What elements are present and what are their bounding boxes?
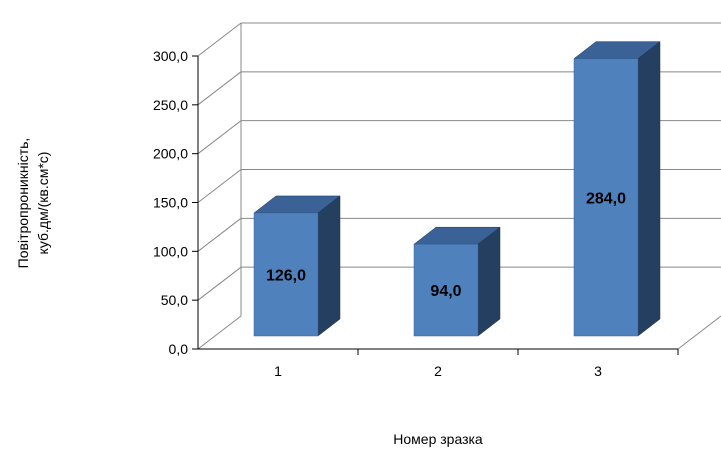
y-tick-label: 300,0 — [153, 48, 188, 64]
bar-side-face — [477, 226, 501, 337]
floor-right-edge — [677, 315, 721, 350]
y-tick-label: 50,0 — [161, 292, 188, 308]
bar-front-face — [253, 212, 319, 337]
y-tick-label: 0,0 — [169, 341, 189, 357]
gridline-side-300 — [197, 22, 242, 57]
x-tick-label: 3 — [594, 363, 602, 379]
gridline-side-150 — [197, 169, 242, 203]
y-tick-label: 150,0 — [153, 195, 188, 211]
y-tick-label: 200,0 — [153, 146, 188, 162]
gridline-side-250 — [197, 71, 242, 106]
bar-layer — [253, 41, 661, 337]
gridline-side-200 — [197, 120, 242, 155]
bar-front-face — [573, 58, 639, 337]
data-label: 284,0 — [586, 190, 626, 207]
axis-layer: 0,0 50,0 100,0 150,0 200,0 250,0 300,0 1 2 3 — [153, 48, 679, 379]
gridline-side-100 — [197, 217, 242, 252]
bar-3 — [573, 41, 661, 337]
bar-1 — [253, 195, 341, 337]
y-axis-title-line-2: куб.дм/(кв.см*с) — [35, 152, 51, 255]
bar-side-face — [317, 195, 341, 337]
gridline-side-50 — [197, 266, 242, 301]
label-layer: 126,0 94,0 284,0 — [266, 190, 626, 300]
x-tick-label: 2 — [434, 363, 442, 379]
y-axis-title-line-1: Повітропроникність, — [15, 138, 31, 269]
y-tick-label: 100,0 — [153, 243, 188, 259]
data-label: 94,0 — [430, 283, 461, 300]
data-label: 126,0 — [266, 267, 306, 284]
y-tick-label: 250,0 — [153, 97, 188, 113]
x-axis-title: Номер зразка — [393, 431, 483, 447]
bar-side-face — [637, 41, 661, 337]
bar-front-face — [413, 243, 479, 337]
y-axis-title: Повітропроникність, куб.дм/(кв.см*с) — [15, 138, 51, 269]
x-tick-label: 1 — [274, 363, 282, 379]
gridline-side-0 — [197, 315, 242, 350]
bar-2 — [413, 226, 501, 337]
